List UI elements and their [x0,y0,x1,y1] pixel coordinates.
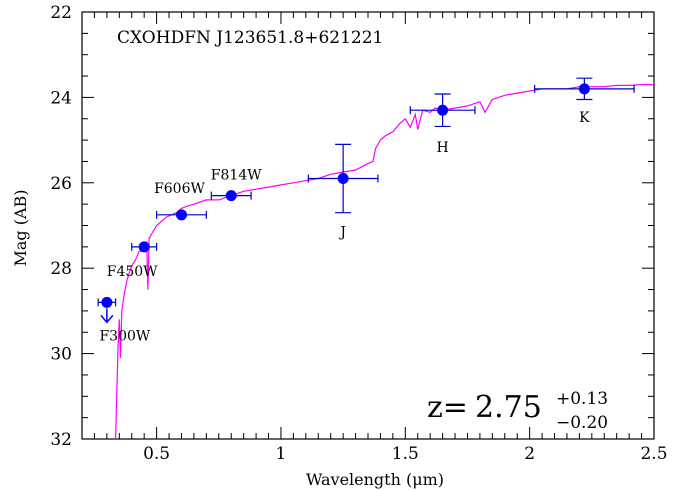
data-marker [225,190,237,202]
redshift-value: 2.75 [475,390,542,425]
y-tick-label: 24 [50,88,72,108]
redshift-plus: +0.13 [556,389,608,409]
axes-box [81,11,655,440]
redshift-annotation: z= 2.75 +0.13 −0.20 [427,389,608,433]
x-axis-ticks: 0.5 1 1.5 2 2.5 [93,12,668,464]
band-label-k: K [579,110,590,126]
photometry-group [97,77,635,324]
chart-title: CXOHDFN J123651.8+621221 [117,28,383,48]
data-point-h [409,93,476,128]
template-sed-group [115,84,654,440]
data-point-f814w [210,190,252,202]
x-tick-label: 2 [524,444,535,464]
x-tick-label: 1 [276,444,287,464]
band-label-f300w: F300W [99,328,150,344]
x-tick-label: 1.5 [392,444,419,464]
data-marker [101,296,113,308]
data-marker [175,209,187,221]
redshift-minus: −0.20 [556,413,608,433]
x-tick-label: 0.5 [143,444,170,464]
data-point-f606w [156,209,207,221]
y-tick-label: 26 [50,174,72,194]
template-sed-curve [115,84,654,440]
data-marker [578,83,590,95]
y-tick-label: 30 [50,345,72,365]
upper-limit-arrow-head [100,314,114,324]
y-tick-label: 22 [50,3,72,23]
band-label-f814w: F814W [211,168,262,184]
y-tick-label: 28 [50,259,72,279]
data-marker [337,173,349,185]
y-axis-ticks: 22 24 26 28 30 32 [50,3,654,450]
data-point-j [307,143,379,214]
plot-frame [81,11,655,440]
data-marker [437,104,449,116]
band-label-f450w: F450W [107,264,158,280]
data-point-f450w [131,241,158,253]
band-label-group: F300W F450W F606W F814W J H K [99,110,590,344]
data-marker [138,241,150,253]
band-label-f606w: F606W [154,181,205,197]
data-point-k [534,77,635,101]
y-axis-label: Mag (AB) [11,189,30,266]
y-tick-label: 32 [50,430,72,450]
data-point-f300w [97,296,117,324]
band-label-h: H [436,140,448,156]
band-label-j: J [338,225,346,241]
x-tick-label: 2.5 [640,444,667,464]
redshift-prefix: z= [427,390,468,425]
x-axis-label: Wavelength (μm) [306,470,444,489]
